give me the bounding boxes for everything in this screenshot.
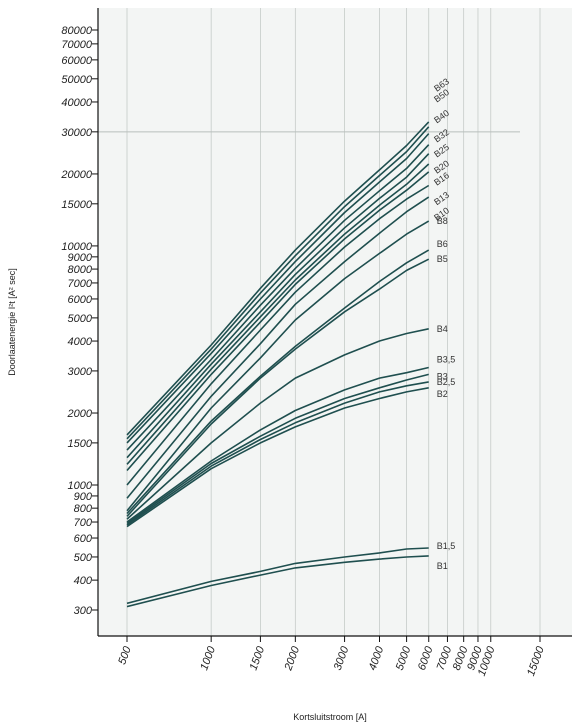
series-line-b25	[126, 153, 430, 459]
series-line-b1-5	[126, 547, 429, 605]
y-tick-label-800: 800	[74, 503, 93, 515]
series-label-b1: B1	[437, 561, 448, 571]
y-tick-label-3000: 3000	[68, 366, 93, 378]
y-tick-label-500: 500	[74, 552, 93, 564]
y-tick-label-80000: 80000	[61, 25, 92, 37]
series-line-b2-5	[126, 381, 429, 526]
y-tick-label-1500: 1500	[68, 438, 93, 450]
y-axis-label: Doorlaatenergie I²t [A² sec]	[7, 268, 17, 376]
y-tick-label-60000: 60000	[61, 55, 92, 67]
y-tick-label-900: 900	[74, 491, 93, 503]
series-lines	[126, 121, 430, 608]
series-label-b2: B2	[437, 389, 448, 399]
x-tick-label-4000: 4000	[367, 644, 387, 672]
x-axis-label: Kortsluitstroom [A]	[293, 712, 367, 722]
series-line-b8	[126, 220, 430, 512]
series-line-b3	[126, 373, 429, 525]
series-line-b5	[126, 258, 430, 517]
x-tick-label-500: 500	[116, 644, 134, 666]
grid	[98, 8, 541, 636]
series-line-b16	[126, 171, 430, 472]
series-line-b6	[126, 249, 430, 515]
y-tick-label-700: 700	[74, 517, 93, 529]
y-tick-label-300: 300	[74, 605, 93, 617]
y-tick-label-400: 400	[74, 575, 93, 587]
y-tick-label-1000: 1000	[68, 480, 93, 492]
y-tick-label-7000: 7000	[68, 278, 93, 290]
series-line-b63	[126, 121, 430, 436]
plot-background	[98, 8, 572, 636]
series-label-b1-5: B1,5	[437, 541, 456, 551]
x-tick-label-15000: 15000	[525, 644, 547, 678]
x-tick-label-5000: 5000	[394, 644, 414, 672]
series-line-b50	[126, 126, 430, 440]
y-tick-label-10000: 10000	[61, 241, 92, 253]
series-line-b3-5	[126, 366, 429, 523]
y-tick-label-9000: 9000	[68, 252, 93, 264]
series-line-b40	[126, 133, 430, 444]
series-line-b1	[126, 555, 429, 608]
y-tick-label-5000: 5000	[68, 313, 93, 325]
series-label-b4: B4	[437, 324, 448, 334]
series-labels: B1B1,5B2B2,5B3B3,5B4B5B6B8B10B13B16B20B2…	[432, 76, 455, 571]
y-tick-label-15000: 15000	[61, 199, 92, 211]
series-label-b2-5: B2,5	[437, 377, 456, 387]
y-tick-label-4000: 4000	[68, 336, 93, 348]
series-line-b20	[126, 163, 430, 465]
series-label-b5: B5	[437, 254, 448, 264]
series-label-b6: B6	[437, 239, 448, 249]
series-line-b10	[126, 196, 430, 499]
series-line-b2	[126, 387, 429, 528]
y-tick-label-50000: 50000	[61, 74, 92, 86]
series-label-b3: B3	[437, 371, 448, 381]
y-tick-label-40000: 40000	[61, 97, 92, 109]
series-label-b8: B8	[437, 216, 448, 226]
y-tick-label-70000: 70000	[61, 39, 92, 51]
y-tick-label-6000: 6000	[68, 294, 93, 306]
x-tick-label-2000: 2000	[282, 644, 302, 673]
y-tick-label-20000: 20000	[60, 169, 92, 181]
series-label-b3-5: B3,5	[437, 355, 456, 365]
y-tick-label-600: 600	[74, 533, 93, 545]
x-tick-label-3000: 3000	[332, 644, 352, 672]
y-tick-label-2000: 2000	[67, 408, 93, 420]
series-line-b13	[126, 184, 430, 486]
x-axis-ticks: 500 1000 1500 2000 3000 4000 5000 6000 700080009…	[116, 636, 547, 678]
y-tick-label-8000: 8000	[68, 264, 93, 276]
axes	[97, 8, 572, 637]
x-tick-label-1500: 1500	[248, 644, 268, 672]
x-tick-label-1000: 1000	[198, 644, 218, 672]
x-tick-label-6000: 6000	[416, 644, 436, 672]
series-line-b4	[126, 328, 429, 520]
series-line-b32	[126, 144, 430, 451]
y-tick-label-30000: 30000	[61, 127, 92, 139]
